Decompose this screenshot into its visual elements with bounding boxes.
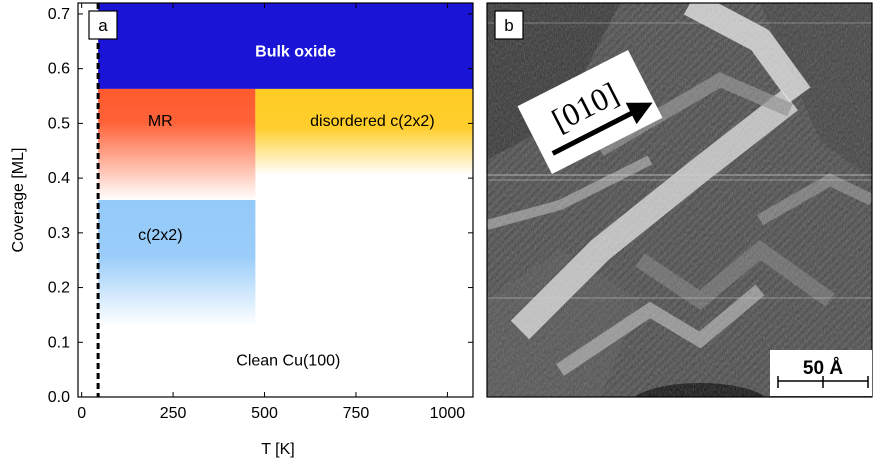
region-c-2x2 [98, 200, 256, 326]
x-tick-label: 750 [343, 405, 370, 422]
x-tick-label: 1000 [430, 405, 466, 422]
region-mr [98, 88, 256, 200]
x-tick-label: 500 [251, 405, 278, 422]
x-axis-label: T [K] [261, 441, 295, 458]
panel-a-label: a [98, 16, 108, 35]
direction-arrow-head-icon [625, 102, 653, 125]
region-disordered-c-2x2 [255, 88, 473, 176]
stm-image-panel: [010] 50 Å b [486, 2, 873, 398]
direction-label-box [517, 49, 663, 175]
phase-diagram-panel: Bulk oxide MR disordered c(2x2) c(2x2) Clean… [10, 2, 474, 458]
direction-arrow-shaft [551, 109, 636, 156]
label-c-2x2: c(2x2) [138, 227, 182, 244]
y-tick-label: 0.4 [48, 170, 70, 187]
panel-a-label-box [88, 10, 118, 40]
y-tick-label: 0.6 [48, 61, 70, 78]
axes-frame [77, 2, 474, 398]
stm-image [487, 3, 872, 397]
label-mr: MR [148, 113, 173, 130]
y-tick-label: 0.1 [48, 334, 70, 351]
label-bulk-oxide: Bulk oxide [255, 43, 336, 60]
label-clean-cu-100: Clean Cu(100) [236, 353, 340, 370]
y-tick-label: 0.7 [48, 6, 70, 23]
y-tick-label: 0.2 [48, 280, 70, 297]
y-axis-label: Coverage [ML] [10, 148, 27, 253]
label-disordered-c-2x2: disordered c(2x2) [310, 113, 435, 130]
scale-bar-label: 50 Å [803, 358, 843, 379]
x-tick-label: 0 [77, 405, 86, 422]
panel-b-label: b [504, 16, 513, 35]
direction-indicator: [010] [517, 49, 663, 175]
x-tick-label: 250 [160, 405, 187, 422]
scale-bar: 50 Å [770, 350, 872, 396]
y-tick-label: 0.5 [48, 115, 70, 132]
panel-b-label-box [494, 10, 524, 40]
stm-image-frame [486, 2, 873, 398]
y-tick-label: 0.3 [48, 225, 70, 242]
region-bulk-oxide [98, 3, 474, 89]
y-tick-label: 0.0 [48, 389, 70, 406]
